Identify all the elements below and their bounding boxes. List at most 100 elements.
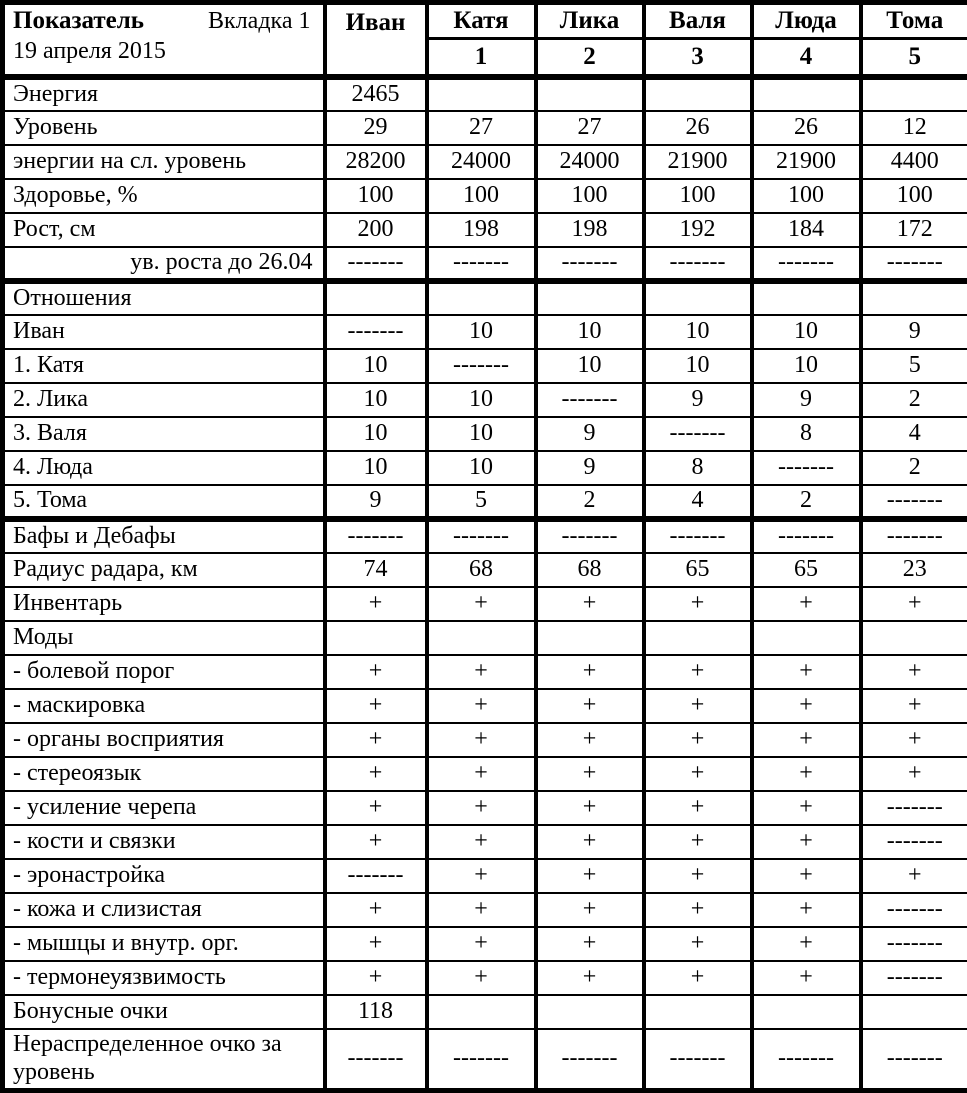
column-name: Люда (752, 3, 861, 39)
value-cell: + (861, 587, 967, 621)
value-cell (752, 77, 861, 111)
value-cell: ------- (536, 1029, 644, 1091)
value-cell: ------- (861, 825, 967, 859)
tab-label: Вкладка 1 (208, 8, 310, 35)
value-cell (644, 281, 752, 315)
date-label: 19 апреля 2015 (13, 38, 311, 65)
value-cell: + (427, 961, 536, 995)
value-cell: 10 (644, 315, 752, 349)
value-cell (861, 77, 967, 111)
row-label: 1. Катя (3, 349, 325, 383)
value-cell (752, 621, 861, 655)
value-cell: 5 (861, 349, 967, 383)
value-cell: + (325, 893, 427, 927)
value-cell: + (644, 791, 752, 825)
value-cell: 2 (536, 485, 644, 519)
table-row: - кожа и слизистая+++++------- (3, 893, 967, 927)
value-cell: + (325, 825, 427, 859)
row-label: Уровень (3, 111, 325, 145)
value-cell: 4400 (861, 145, 967, 179)
value-cell: 10 (644, 349, 752, 383)
value-cell: ------- (644, 247, 752, 281)
value-cell: ------- (644, 519, 752, 553)
column-number: 5 (861, 39, 967, 77)
table-row: - мышцы и внутр. орг.+++++------- (3, 927, 967, 961)
value-cell: 100 (536, 179, 644, 213)
value-cell: 26 (644, 111, 752, 145)
value-cell: + (752, 655, 861, 689)
value-cell: 100 (427, 179, 536, 213)
value-cell (644, 77, 752, 111)
row-label: Бафы и Дебафы (3, 519, 325, 553)
value-cell (536, 281, 644, 315)
value-cell: + (536, 655, 644, 689)
value-cell: ------- (861, 927, 967, 961)
value-cell: + (644, 961, 752, 995)
value-cell: + (752, 961, 861, 995)
value-cell: + (644, 927, 752, 961)
value-cell: + (644, 859, 752, 893)
row-label: - болевой порог (3, 655, 325, 689)
value-cell: 8 (644, 451, 752, 485)
value-cell: 9 (861, 315, 967, 349)
value-cell (644, 621, 752, 655)
value-cell: ------- (536, 247, 644, 281)
row-label: Бонусные очки (3, 995, 325, 1029)
row-label: Иван (3, 315, 325, 349)
value-cell: + (325, 655, 427, 689)
value-cell: ------- (325, 859, 427, 893)
value-cell: ------- (752, 247, 861, 281)
value-cell: 10 (325, 349, 427, 383)
value-cell: 12 (861, 111, 967, 145)
value-cell: + (644, 689, 752, 723)
value-cell: + (536, 757, 644, 791)
value-cell: + (752, 791, 861, 825)
value-cell: 9 (644, 383, 752, 417)
value-cell: 198 (427, 213, 536, 247)
value-cell: + (752, 723, 861, 757)
value-cell: 10 (752, 349, 861, 383)
value-cell: 198 (536, 213, 644, 247)
value-cell: ------- (325, 315, 427, 349)
value-cell (427, 281, 536, 315)
value-cell (325, 621, 427, 655)
row-label: Нераспределенное очко за уровень (3, 1029, 325, 1091)
table-row: - стереоязык++++++ (3, 757, 967, 791)
value-cell: 68 (536, 553, 644, 587)
value-cell: + (644, 587, 752, 621)
value-cell: 9 (752, 383, 861, 417)
value-cell: 4 (644, 485, 752, 519)
value-cell: + (536, 723, 644, 757)
row-label: 4. Люда (3, 451, 325, 485)
value-cell (644, 995, 752, 1029)
value-cell (861, 281, 967, 315)
value-cell (752, 995, 861, 1029)
row-label: - маскировка (3, 689, 325, 723)
value-cell (536, 77, 644, 111)
row-label: - усиление черепа (3, 791, 325, 825)
value-cell (861, 995, 967, 1029)
value-cell: + (752, 825, 861, 859)
value-cell: 8 (752, 417, 861, 451)
value-cell: + (752, 893, 861, 927)
value-cell: 9 (536, 451, 644, 485)
value-cell: + (752, 927, 861, 961)
value-cell: 10 (427, 383, 536, 417)
value-cell: + (644, 723, 752, 757)
value-cell: ------- (861, 1029, 967, 1091)
column-name: Иван (325, 3, 427, 77)
value-cell: ------- (427, 349, 536, 383)
value-cell: 2 (752, 485, 861, 519)
column-name: Тома (861, 3, 967, 39)
value-cell: 100 (325, 179, 427, 213)
